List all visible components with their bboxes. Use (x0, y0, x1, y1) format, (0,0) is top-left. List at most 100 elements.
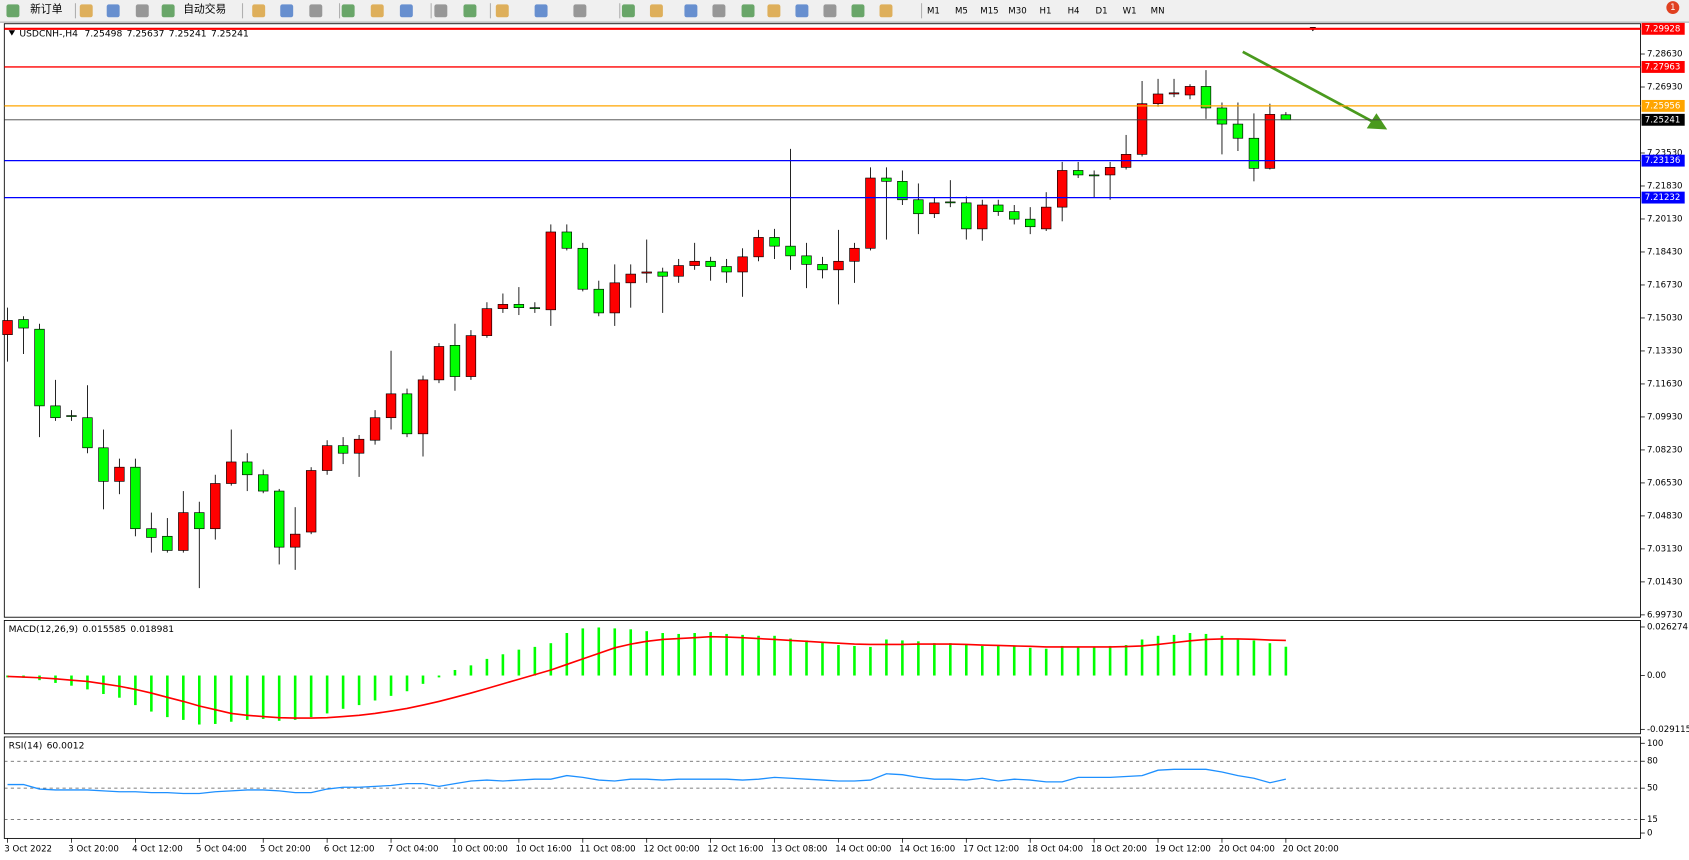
y-tick-label: 80 (1647, 757, 1658, 767)
trend-arrow (1242, 50, 1376, 125)
trend-arrow-head (1366, 113, 1388, 130)
macd-bar (1156, 635, 1160, 676)
macd-bar (357, 675, 361, 706)
macd-bar (837, 645, 840, 676)
candle-body (545, 231, 557, 311)
x-tick-label: 4 Oct 12:00 (132, 845, 183, 855)
symbol-header: USDCNH-,H4 7.25498 7.25637 7.25241 7.25241 (19, 28, 248, 39)
candle-body (977, 204, 988, 230)
candle-body (769, 237, 780, 247)
macd-bar (469, 665, 473, 676)
y-tick-label: 7.03130 (1647, 544, 1683, 554)
candle-body (625, 273, 636, 284)
timeframe-button[interactable]: M15 (980, 6, 998, 16)
timeframe-button[interactable]: M30 (1008, 6, 1026, 16)
candle-body (1232, 123, 1244, 139)
candle-body (1056, 170, 1068, 208)
y-tick-label: 7.13330 (1647, 346, 1683, 356)
candle-body (865, 177, 876, 249)
candle-body (1072, 170, 1084, 176)
macd-bar (933, 643, 936, 676)
toolbar-icon (280, 4, 294, 18)
y-tick-label: 50 (1647, 784, 1658, 794)
y-tick-label: 7.23530 (1647, 148, 1683, 158)
candle-body (593, 288, 604, 314)
y-tick-label: 7.09930 (1647, 412, 1683, 422)
y-tick-label: 0.026274 (1647, 622, 1688, 632)
timeframe-button[interactable]: M1 (927, 6, 940, 16)
candle-body (1025, 218, 1036, 228)
candle-body (513, 304, 525, 308)
macd-bar (293, 675, 297, 720)
toolbar-icon (823, 4, 837, 18)
level-label: 7.23136 (1645, 156, 1681, 166)
candle-body (353, 438, 365, 454)
timeframe-button[interactable]: M5 (955, 6, 968, 16)
macd-bar (1028, 647, 1032, 676)
candle-body (385, 393, 397, 419)
macd-bar (869, 646, 872, 676)
level-label-box (1641, 191, 1685, 204)
y-tick-label: 0 (1647, 829, 1652, 839)
macd-bar (949, 643, 952, 676)
x-tick-label: 17 Oct 12:00 (963, 845, 1019, 855)
macd-bar (373, 675, 377, 701)
macd-bar (709, 632, 712, 676)
macd-bar (134, 675, 137, 706)
macd-bar (1188, 633, 1192, 676)
macd-bar (789, 638, 792, 676)
macd-bar (885, 639, 888, 676)
macd-bar (437, 675, 441, 678)
macd-bar (980, 645, 984, 676)
macd-bar (1268, 643, 1272, 676)
macd-bar (86, 675, 89, 690)
candle-body (1041, 206, 1052, 230)
macd-bar (485, 658, 489, 676)
toolbar-icon (399, 4, 413, 18)
toolbar-icon (795, 4, 809, 18)
auto-trading-button[interactable]: 自动交易 (183, 3, 226, 16)
timeframe-button[interactable]: D1 (1096, 6, 1108, 16)
new-order-button[interactable]: 新订单 (30, 3, 63, 16)
candle-body (785, 245, 796, 257)
macd-bar (741, 634, 744, 676)
macd-bar (565, 633, 569, 676)
candle-body (817, 264, 828, 271)
timeframe-button[interactable]: H1 (1040, 6, 1052, 16)
level-label-box (1641, 22, 1685, 35)
macd-bar (773, 635, 776, 676)
macd-bar (453, 669, 457, 676)
candle-body (433, 346, 445, 381)
candle-body (2, 320, 13, 335)
macd-bar (421, 675, 425, 684)
candle-body (146, 528, 157, 538)
current-price-label: 7.25241 (1645, 115, 1681, 125)
candle-body (497, 304, 509, 309)
macd-bar (693, 633, 696, 676)
macd-bar (1236, 638, 1240, 676)
toolbar-icon (309, 4, 323, 18)
candle-body (961, 202, 972, 230)
candle-body (1088, 174, 1100, 177)
level-label: 7.21232 (1645, 193, 1681, 203)
notification-badge[interactable] (1666, 1, 1680, 15)
x-tick-label: 3 Oct 20:00 (68, 845, 119, 855)
timeframe-button[interactable]: MN (1151, 6, 1165, 16)
macd-bar (996, 645, 1000, 676)
candle-body (673, 265, 684, 277)
x-tick-label: 10 Oct 16:00 (516, 845, 572, 855)
macd-bar (757, 635, 760, 676)
macd-bar (213, 675, 217, 724)
candle-body (417, 379, 429, 435)
macd-bar (517, 649, 521, 676)
candle-body (130, 466, 141, 530)
macd-bar (501, 654, 505, 676)
timeframe-button[interactable]: H4 (1068, 6, 1080, 16)
rsi-panel (3, 736, 1641, 839)
timeframe-button[interactable]: W1 (1123, 6, 1137, 16)
candle-body (274, 490, 285, 548)
toolbar-icon (851, 4, 865, 18)
macd-bar (549, 643, 553, 676)
x-tick-label: 5 Oct 04:00 (196, 845, 247, 855)
candle-body (641, 271, 652, 274)
